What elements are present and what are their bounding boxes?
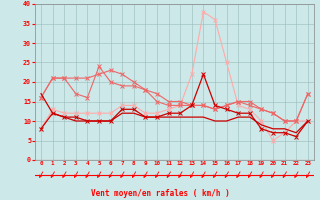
- Text: Vent moyen/en rafales ( km/h ): Vent moyen/en rafales ( km/h ): [91, 189, 229, 198]
